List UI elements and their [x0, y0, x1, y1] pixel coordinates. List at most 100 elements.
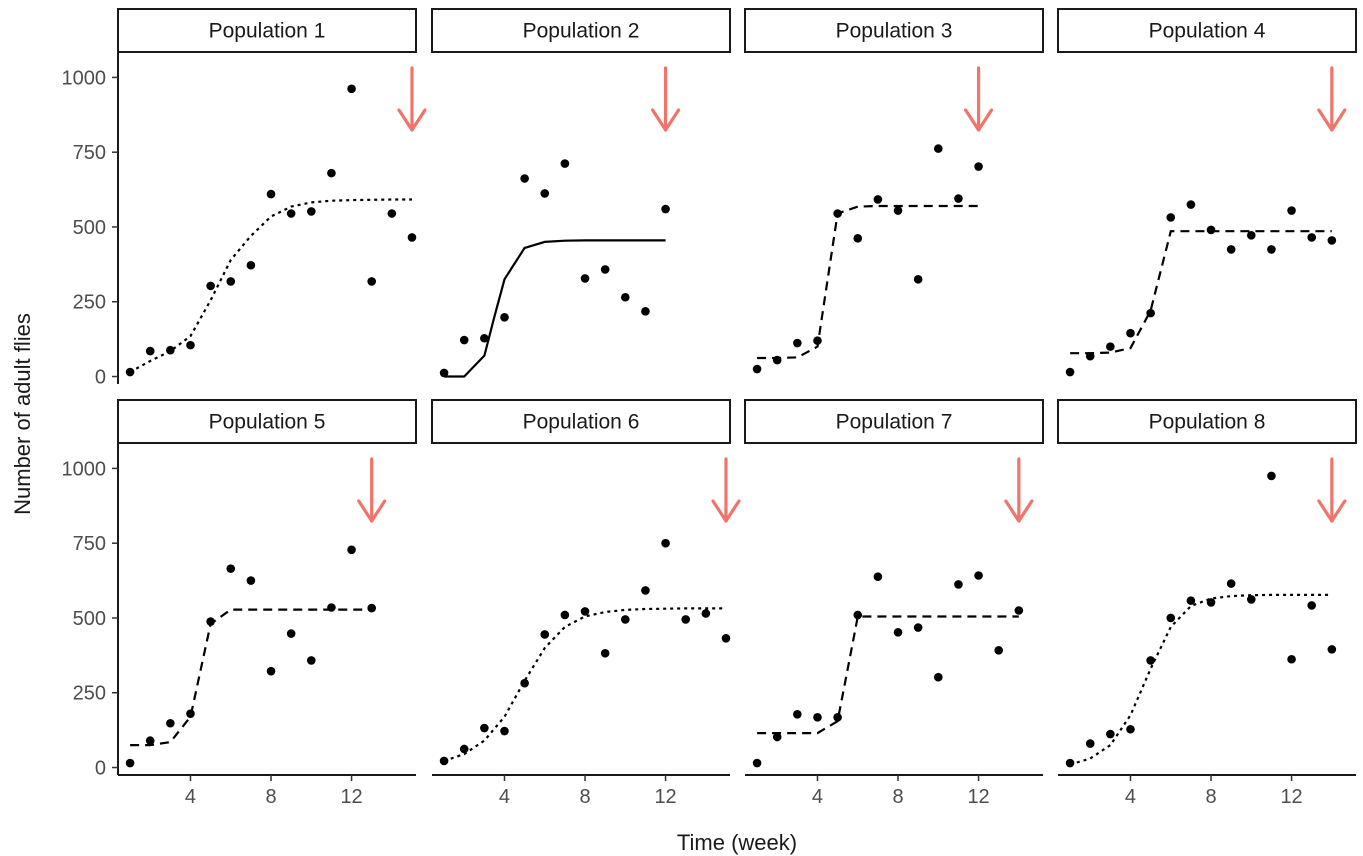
arrow-head	[963, 108, 994, 132]
data-point	[1307, 233, 1317, 242]
fit-line	[444, 239, 666, 378]
data-point	[833, 712, 842, 722]
data-point	[813, 336, 822, 345]
panel-8: Population 8 4 8 12	[1057, 399, 1357, 808]
arrow-marker	[357, 457, 387, 523]
data-point	[560, 159, 570, 168]
data-point	[974, 162, 983, 171]
data-point	[661, 538, 670, 548]
data-point	[540, 189, 550, 198]
data-point	[286, 629, 296, 638]
data-point	[873, 195, 883, 204]
data-point	[367, 603, 377, 613]
data-point	[367, 277, 377, 286]
y-tick-label: 0	[95, 758, 106, 780]
data-point	[1166, 213, 1176, 222]
data-point	[286, 209, 296, 218]
panel-title: Population 1	[209, 20, 326, 43]
panel-title: Population 6	[523, 411, 640, 434]
data-point	[1126, 328, 1135, 338]
data-point	[853, 234, 863, 243]
x-tick-label: 12	[654, 786, 676, 808]
strip-header	[1057, 399, 1357, 444]
data-point	[954, 580, 963, 589]
data-point	[1126, 724, 1135, 734]
data-point	[500, 726, 509, 736]
panel-title: Population 3	[836, 20, 953, 43]
data-point	[933, 672, 943, 682]
data-point	[873, 572, 883, 581]
arrow-marker	[1004, 457, 1034, 523]
fit-line	[1070, 230, 1332, 355]
arrow-head	[1317, 499, 1347, 523]
data-point	[752, 758, 762, 768]
panel-7: Population 7 4 8 12	[744, 399, 1044, 808]
panel-6: Population 6 4 8 12	[431, 399, 741, 808]
arrow-head	[1004, 499, 1034, 523]
arrow-marker	[711, 457, 741, 523]
data-point	[1106, 729, 1115, 739]
data-point	[1307, 601, 1317, 610]
data-point	[327, 603, 336, 612]
data-point	[793, 338, 802, 348]
data-point	[1065, 758, 1075, 768]
data-point	[620, 615, 630, 624]
arrow-head	[357, 499, 387, 523]
data-point	[145, 736, 155, 745]
y-tick-label: 750	[73, 142, 106, 164]
strip-header	[117, 399, 417, 444]
arrow-head	[397, 108, 427, 132]
data-point	[600, 648, 610, 658]
arrow-marker	[397, 66, 427, 132]
data-point	[1226, 245, 1236, 254]
x-tick-label: 4	[812, 786, 823, 808]
data-point	[480, 723, 489, 733]
data-point	[793, 709, 802, 719]
panel-4: Population 4	[1057, 8, 1357, 377]
data-point	[266, 189, 276, 199]
data-point	[520, 678, 529, 688]
x-tick-label: 8	[579, 786, 590, 808]
data-point	[266, 666, 276, 676]
data-point	[125, 758, 135, 768]
data-point	[1246, 595, 1256, 604]
data-point	[853, 610, 863, 620]
data-point	[306, 656, 316, 665]
data-point	[641, 586, 650, 595]
data-point	[1246, 231, 1256, 240]
fit-line	[1069, 593, 1332, 766]
data-point	[893, 628, 903, 637]
y-tick-label: 1000	[62, 458, 107, 480]
data-point	[813, 712, 822, 722]
data-point	[206, 281, 215, 291]
data-point	[1327, 236, 1337, 245]
data-point	[1085, 351, 1095, 361]
data-point	[1327, 645, 1337, 654]
data-point	[954, 194, 963, 203]
data-point	[974, 571, 983, 580]
x-tick-label: 8	[265, 786, 276, 808]
data-point	[893, 206, 903, 215]
y-axis-title: Number of adult flies	[10, 313, 35, 515]
data-point	[500, 313, 509, 322]
data-point	[721, 634, 731, 643]
data-point	[620, 292, 630, 302]
panel-title: Population 5	[209, 411, 326, 434]
y-tick-label: 750	[73, 533, 106, 555]
data-point	[166, 345, 175, 355]
data-point	[1267, 471, 1276, 481]
y-tick-label: 500	[73, 608, 106, 630]
data-point	[226, 277, 236, 286]
data-point	[540, 630, 550, 639]
data-point	[327, 168, 336, 178]
strip-header	[744, 8, 1044, 53]
data-point	[772, 355, 782, 365]
data-point	[166, 718, 175, 728]
data-point	[580, 274, 590, 283]
data-point	[560, 610, 570, 620]
x-tick-label: 4	[185, 786, 196, 808]
panel-title: Population 2	[523, 20, 640, 43]
data-point	[1146, 656, 1155, 665]
y-tick-label: 1000	[62, 67, 107, 89]
